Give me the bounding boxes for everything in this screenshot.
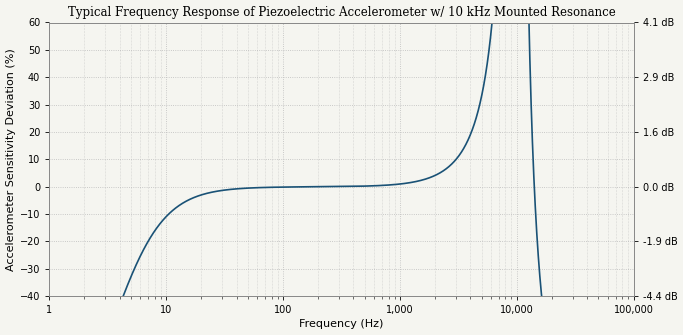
Y-axis label: Accelerometer Sensitivity Deviation (%): Accelerometer Sensitivity Deviation (%) xyxy=(5,48,16,271)
X-axis label: Frequency (Hz): Frequency (Hz) xyxy=(299,320,384,329)
Title: Typical Frequency Response of Piezoelectric Accelerometer w/ 10 kHz Mounted Reso: Typical Frequency Response of Piezoelect… xyxy=(68,6,615,18)
